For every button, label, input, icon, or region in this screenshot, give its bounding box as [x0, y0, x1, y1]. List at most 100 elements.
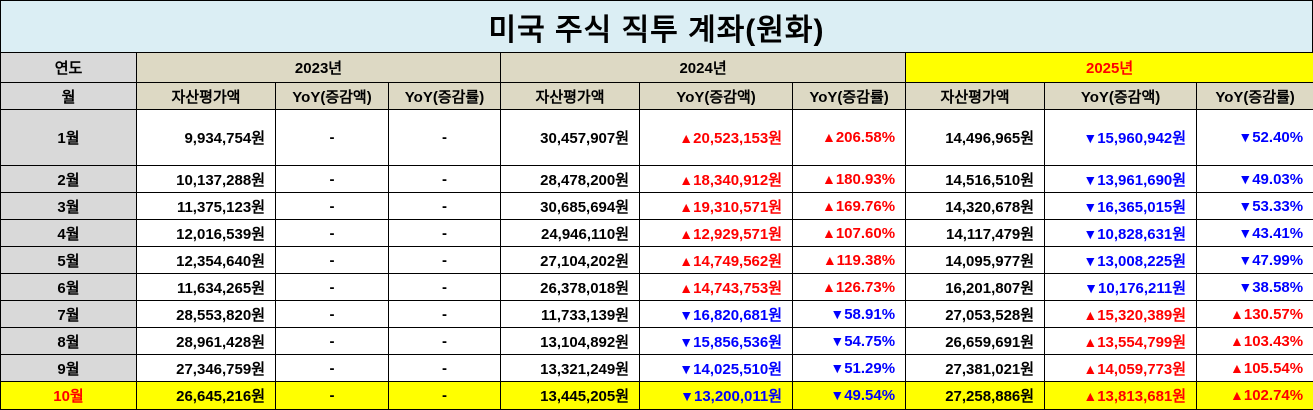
value-2024-cell[interactable]: 24,946,110원 — [501, 220, 640, 247]
value-2025-cell[interactable]: 26,659,691원 — [906, 328, 1045, 355]
yoy-amt-2023-cell[interactable]: - — [276, 247, 389, 274]
value-2025-cell[interactable]: 14,117,479원 — [906, 220, 1045, 247]
month-cell[interactable]: 6월 — [1, 274, 137, 301]
value-2025-cell[interactable]: 27,053,528원 — [906, 301, 1045, 328]
month-cell[interactable]: 10월 — [1, 382, 137, 410]
value-2023-cell[interactable]: 27,346,759원 — [137, 355, 276, 382]
yoy-pct-2025-cell[interactable]: 47.99% — [1197, 247, 1313, 274]
month-cell[interactable]: 1월 — [1, 110, 137, 166]
value-2025-cell[interactable]: 14,496,965원 — [906, 110, 1045, 166]
value-2023-cell[interactable]: 26,645,216원 — [137, 382, 276, 410]
yoy-amt-2023-cell[interactable]: - — [276, 301, 389, 328]
col-header-yoy-amt-2023[interactable]: YoY(증감액) — [276, 83, 389, 110]
yoy-pct-2025-cell[interactable]: 43.41% — [1197, 220, 1313, 247]
yoy-pct-2023-cell[interactable]: - — [389, 166, 501, 193]
yoy-amt-2024-cell[interactable]: 16,820,681원 — [640, 301, 793, 328]
yoy-amt-2023-cell[interactable]: - — [276, 166, 389, 193]
yoy-amt-2025-cell[interactable]: 13,008,225원 — [1045, 247, 1197, 274]
yoy-pct-2025-cell[interactable]: 130.57% — [1197, 301, 1313, 328]
yoy-pct-2025-cell[interactable]: 103.43% — [1197, 328, 1313, 355]
yoy-amt-2023-cell[interactable]: - — [276, 220, 389, 247]
yoy-amt-2024-cell[interactable]: 18,340,912원 — [640, 166, 793, 193]
yoy-pct-2024-cell[interactable]: 119.38% — [793, 247, 906, 274]
yoy-amt-2024-cell[interactable]: 20,523,153원 — [640, 110, 793, 166]
sheet-title[interactable]: 미국 주식 직투 계좌(원화) — [0, 0, 1313, 53]
yoy-amt-2025-cell[interactable]: 13,554,799원 — [1045, 328, 1197, 355]
yoy-amt-2024-cell[interactable]: 14,749,562원 — [640, 247, 793, 274]
value-2024-cell[interactable]: 13,445,205원 — [501, 382, 640, 410]
value-2025-cell[interactable]: 16,201,807원 — [906, 274, 1045, 301]
yoy-amt-2025-cell[interactable]: 16,365,015원 — [1045, 193, 1197, 220]
month-label-cell[interactable]: 월 — [1, 83, 137, 110]
yoy-pct-2024-cell[interactable]: 180.93% — [793, 166, 906, 193]
yoy-amt-2025-cell[interactable]: 13,961,690원 — [1045, 166, 1197, 193]
yoy-pct-2024-cell[interactable]: 126.73% — [793, 274, 906, 301]
yoy-pct-2025-cell[interactable]: 105.54% — [1197, 355, 1313, 382]
value-2023-cell[interactable]: 12,354,640원 — [137, 247, 276, 274]
yoy-amt-2024-cell[interactable]: 15,856,536원 — [640, 328, 793, 355]
yoy-amt-2024-cell[interactable]: 12,929,571원 — [640, 220, 793, 247]
yoy-amt-2024-cell[interactable]: 19,310,571원 — [640, 193, 793, 220]
col-header-yoy-amt-2024[interactable]: YoY(증감액) — [640, 83, 793, 110]
yoy-pct-2023-cell[interactable]: - — [389, 355, 501, 382]
value-2024-cell[interactable]: 26,378,018원 — [501, 274, 640, 301]
yoy-amt-2024-cell[interactable]: 13,200,011원 — [640, 382, 793, 410]
yoy-pct-2023-cell[interactable]: - — [389, 110, 501, 166]
yoy-pct-2025-cell[interactable]: 102.74% — [1197, 382, 1313, 410]
yoy-amt-2024-cell[interactable]: 14,025,510원 — [640, 355, 793, 382]
value-2024-cell[interactable]: 27,104,202원 — [501, 247, 640, 274]
yoy-pct-2023-cell[interactable]: - — [389, 328, 501, 355]
month-cell[interactable]: 2월 — [1, 166, 137, 193]
yoy-pct-2023-cell[interactable]: - — [389, 382, 501, 410]
value-2025-cell[interactable]: 14,516,510원 — [906, 166, 1045, 193]
yoy-pct-2024-cell[interactable]: 51.29% — [793, 355, 906, 382]
year-2025-cell[interactable]: 2025년 — [906, 53, 1313, 83]
yoy-pct-2023-cell[interactable]: - — [389, 220, 501, 247]
value-2025-cell[interactable]: 14,320,678원 — [906, 193, 1045, 220]
yoy-amt-2023-cell[interactable]: - — [276, 355, 389, 382]
value-2024-cell[interactable]: 30,457,907원 — [501, 110, 640, 166]
yoy-amt-2024-cell[interactable]: 14,743,753원 — [640, 274, 793, 301]
col-header-value-2023[interactable]: 자산평가액 — [137, 83, 276, 110]
col-header-value-2025[interactable]: 자산평가액 — [906, 83, 1045, 110]
yoy-pct-2023-cell[interactable]: - — [389, 301, 501, 328]
yoy-pct-2023-cell[interactable]: - — [389, 274, 501, 301]
value-2024-cell[interactable]: 28,478,200원 — [501, 166, 640, 193]
yoy-amt-2023-cell[interactable]: - — [276, 110, 389, 166]
col-header-yoy-pct-2023[interactable]: YoY(증감률) — [389, 83, 501, 110]
yoy-amt-2023-cell[interactable]: - — [276, 382, 389, 410]
yoy-pct-2024-cell[interactable]: 169.76% — [793, 193, 906, 220]
col-header-yoy-amt-2025[interactable]: YoY(증감액) — [1045, 83, 1197, 110]
yoy-amt-2023-cell[interactable]: - — [276, 328, 389, 355]
yoy-pct-2025-cell[interactable]: 49.03% — [1197, 166, 1313, 193]
value-2025-cell[interactable]: 27,381,021원 — [906, 355, 1045, 382]
yoy-amt-2025-cell[interactable]: 15,960,942원 — [1045, 110, 1197, 166]
yoy-amt-2025-cell[interactable]: 10,176,211원 — [1045, 274, 1197, 301]
value-2023-cell[interactable]: 10,137,288원 — [137, 166, 276, 193]
yoy-pct-2023-cell[interactable]: - — [389, 247, 501, 274]
yoy-amt-2023-cell[interactable]: - — [276, 274, 389, 301]
year-label-cell[interactable]: 연도 — [1, 53, 137, 83]
month-cell[interactable]: 4월 — [1, 220, 137, 247]
col-header-yoy-pct-2025[interactable]: YoY(증감률) — [1197, 83, 1313, 110]
value-2023-cell[interactable]: 11,634,265원 — [137, 274, 276, 301]
yoy-pct-2024-cell[interactable]: 58.91% — [793, 301, 906, 328]
yoy-pct-2025-cell[interactable]: 52.40% — [1197, 110, 1313, 166]
month-cell[interactable]: 8월 — [1, 328, 137, 355]
value-2023-cell[interactable]: 11,375,123원 — [137, 193, 276, 220]
value-2025-cell[interactable]: 27,258,886원 — [906, 382, 1045, 410]
value-2023-cell[interactable]: 28,553,820원 — [137, 301, 276, 328]
yoy-pct-2024-cell[interactable]: 49.54% — [793, 382, 906, 410]
value-2023-cell[interactable]: 28,961,428원 — [137, 328, 276, 355]
yoy-pct-2025-cell[interactable]: 38.58% — [1197, 274, 1313, 301]
value-2024-cell[interactable]: 30,685,694원 — [501, 193, 640, 220]
month-cell[interactable]: 7월 — [1, 301, 137, 328]
value-2023-cell[interactable]: 9,934,754원 — [137, 110, 276, 166]
yoy-pct-2023-cell[interactable]: - — [389, 193, 501, 220]
month-cell[interactable]: 5월 — [1, 247, 137, 274]
year-2023-cell[interactable]: 2023년 — [137, 53, 501, 83]
value-2023-cell[interactable]: 12,016,539원 — [137, 220, 276, 247]
yoy-pct-2024-cell[interactable]: 206.58% — [793, 110, 906, 166]
col-header-yoy-pct-2024[interactable]: YoY(증감률) — [793, 83, 906, 110]
yoy-amt-2023-cell[interactable]: - — [276, 193, 389, 220]
